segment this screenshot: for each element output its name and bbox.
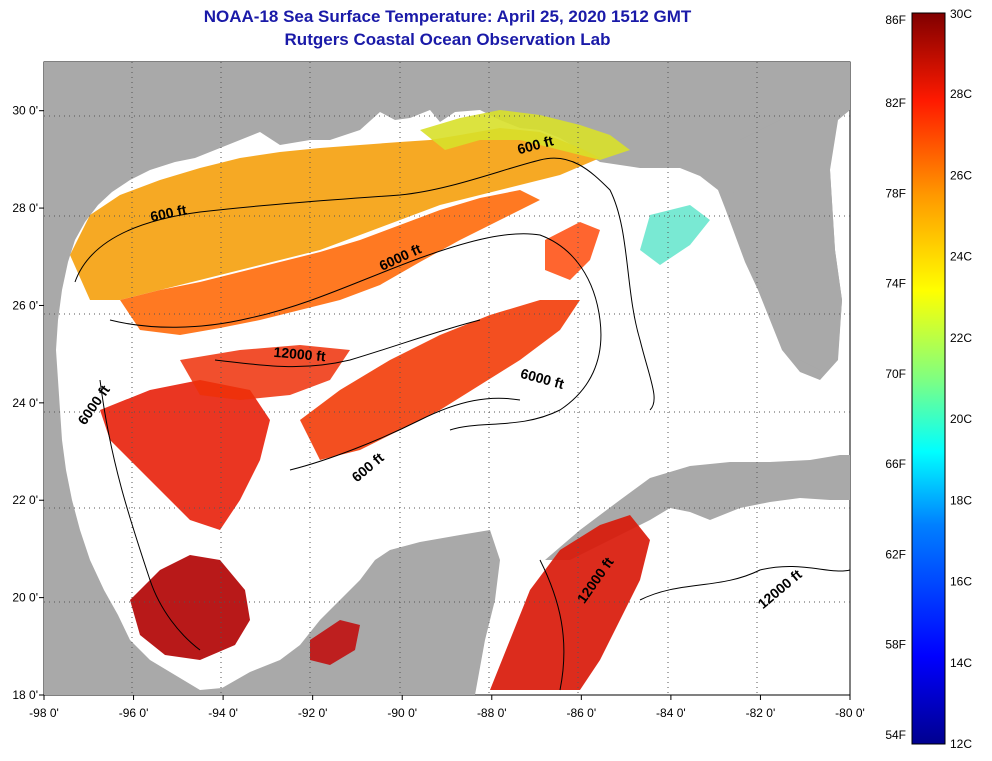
colorbar-fahrenheit-labels: 86F 82F 78F 74F 70F 66F 62F 58F 54F (885, 13, 906, 742)
colorbar-c-label: 24C (950, 250, 972, 264)
sst-central-swath (300, 300, 580, 460)
sst-campeche-darkred (130, 555, 250, 660)
sst-west-band (120, 190, 540, 335)
map-title: NOAA-18 Sea Surface Temperature: April 2… (203, 7, 692, 26)
lat-tick-label: 30 0' (12, 104, 38, 118)
lon-tick-label: -98 0' (29, 706, 59, 720)
colorbar-c-label: 26C (950, 168, 972, 182)
colorbar-f-label: 62F (885, 547, 906, 561)
contour-label: 12000 ft (273, 344, 327, 365)
lon-tick-label: -90 0' (387, 706, 417, 720)
sst-band-mid (180, 345, 350, 400)
land-florida (732, 110, 842, 370)
lat-tick-labels: 18 0' 20 0' 22 0' 24 0' 26 0' 28 0' 30 0' (12, 104, 44, 702)
colorbar-f-label: 54F (885, 728, 906, 742)
lon-tick-label: -96 0' (119, 706, 149, 720)
colorbar-f-label: 70F (885, 367, 906, 381)
lon-tick-label: -84 0' (656, 706, 686, 720)
colorbar-f-label: 58F (885, 638, 906, 652)
lon-tick-label: -82 0' (746, 706, 776, 720)
lat-tick-label: 24 0' (12, 396, 38, 410)
bathymetry-contours (74, 157, 851, 691)
colorbar-c-label: 18C (950, 493, 972, 507)
lon-tick-labels: -98 0' -96 0' -94 0' -92 0' -90 0' -88 0' -86 … (29, 695, 865, 720)
lat-tick-label: 18 0' (12, 688, 38, 702)
lon-tick-label: -88 0' (477, 706, 507, 720)
lat-tick-label: 26 0' (12, 298, 38, 312)
sst-northern-shelf (70, 128, 600, 300)
lon-tick-label: -92 0' (298, 706, 328, 720)
lat-tick-label: 20 0' (12, 591, 38, 605)
colorbar-c-label: 22C (950, 331, 972, 345)
lon-tick-label: -94 0' (208, 706, 238, 720)
sst-campeche-patch (310, 620, 360, 665)
lon-tick-label: -86 0' (567, 706, 597, 720)
colorbar-c-label: 28C (950, 87, 972, 101)
sst-ne-patch (545, 222, 600, 280)
contour-label: 600 ft (149, 201, 188, 224)
colorbar-celsius-labels: 30C 28C 26C 24C 22C 20C 18C 16C 14C 12C (950, 7, 972, 751)
colorbar-c-label: 14C (950, 656, 972, 670)
colorbar-f-label: 74F (885, 277, 906, 291)
colorbar-c-label: 16C (950, 575, 972, 589)
colorbar-f-label: 82F (885, 96, 906, 110)
colorbar-f-label: 78F (885, 186, 906, 200)
lon-tick-label: -80 0' (835, 706, 865, 720)
colorbar-f-label: 66F (885, 457, 906, 471)
colorbar-c-label: 12C (950, 737, 972, 751)
sst-cool-streaks (640, 205, 710, 265)
colorbar-f-label: 86F (885, 13, 906, 27)
map-subtitle: Rutgers Coastal Ocean Observation Lab (284, 30, 611, 49)
colorbar-c-label: 30C (950, 7, 972, 21)
sst-west-red (100, 380, 270, 530)
graticule (44, 62, 850, 695)
lat-tick-label: 28 0' (12, 201, 38, 215)
colorbar (911, 12, 946, 745)
lat-tick-label: 22 0' (12, 493, 38, 507)
colorbar-c-label: 20C (950, 412, 972, 426)
